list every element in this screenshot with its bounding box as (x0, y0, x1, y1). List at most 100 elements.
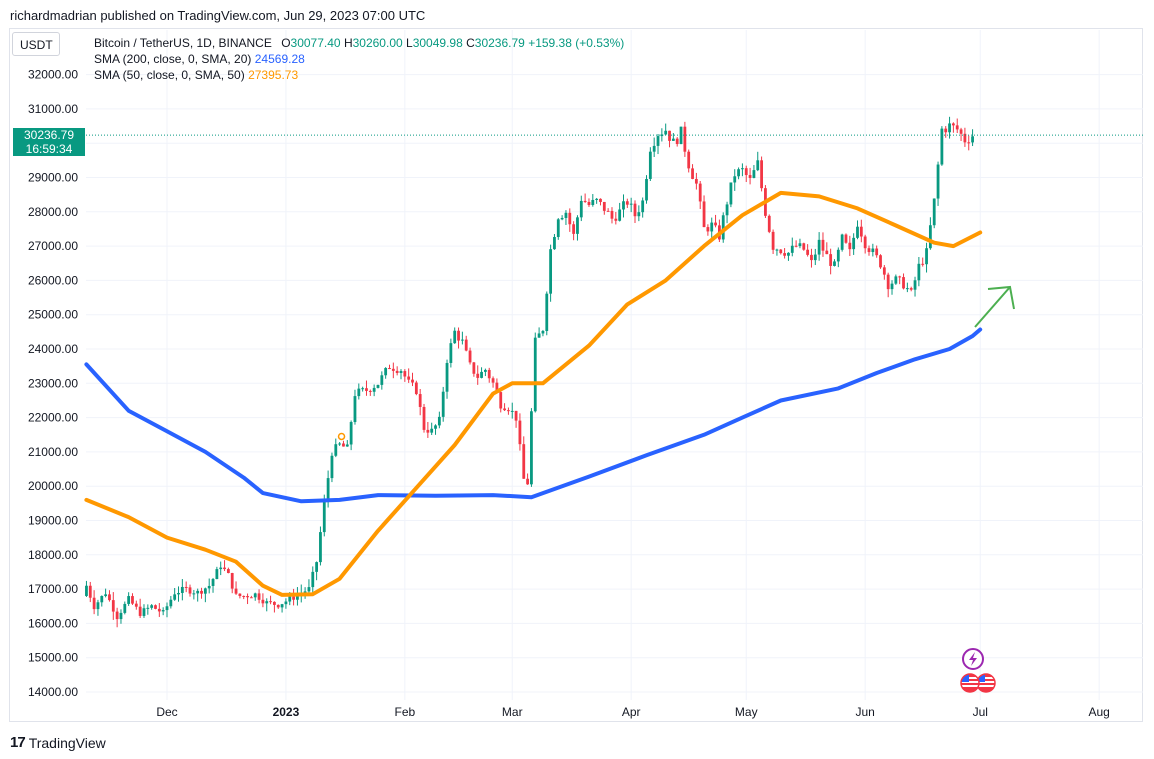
candle-body (518, 420, 522, 445)
sma200-value: 24569.28 (254, 52, 305, 66)
candle-body (395, 370, 399, 373)
candle-body (879, 255, 882, 268)
candle-body (664, 130, 668, 135)
candle-body (380, 375, 384, 385)
candle-body (618, 209, 622, 221)
legend-main-row: Bitcoin / TetherUS, 1D, BINANCE O30077.4… (94, 35, 624, 51)
candle-body (856, 226, 859, 238)
tradingview-logo-icon[interactable]: 17 (10, 734, 26, 751)
y-tick-label: 21000.00 (28, 445, 78, 459)
candle-body (422, 406, 426, 430)
y-tick-label: 18000.00 (28, 548, 78, 562)
candle-body (146, 607, 150, 609)
candle-body (744, 168, 748, 176)
candle-body (165, 606, 169, 611)
x-tick-label: Feb (394, 705, 415, 719)
candle-body (476, 373, 480, 378)
candle-body (714, 222, 717, 226)
sma50-label: SMA (50, close, 0, SMA, 50) (94, 68, 245, 82)
candle-body (871, 248, 875, 253)
candle-body (188, 587, 192, 594)
candle-body (391, 368, 395, 371)
candle-body (507, 410, 510, 412)
candle-body (514, 410, 518, 421)
candle-body (503, 408, 506, 411)
candle-body (169, 599, 173, 607)
candle-body (645, 178, 648, 201)
candle-body (902, 277, 905, 289)
candle-body (284, 601, 288, 605)
publisher-credit: richardmadrian published on TradingView.… (10, 8, 426, 23)
candle-body (223, 567, 226, 570)
candle-body (487, 369, 491, 379)
candle-body (226, 569, 230, 574)
candle-body (537, 333, 541, 338)
candle-body (399, 371, 403, 373)
candle-body (560, 217, 564, 220)
candle-body (407, 376, 411, 380)
y-tick-label: 25000.00 (28, 308, 78, 322)
candle-body (280, 604, 284, 608)
currency-button[interactable]: USDT (12, 32, 60, 56)
brand-name[interactable]: TradingView (28, 734, 106, 751)
candle-body (894, 276, 898, 284)
candle-body (940, 128, 944, 165)
candle-body (606, 210, 610, 212)
legend-sma50-row[interactable]: SMA (50, close, 0, SMA, 50) 27395.73 (94, 67, 624, 83)
candle-body (637, 212, 641, 217)
candle-body (180, 586, 184, 593)
candle-body (127, 596, 131, 604)
candle-body (706, 227, 710, 232)
candle-body (96, 602, 100, 610)
candle-body (787, 252, 790, 256)
candle-body (338, 443, 342, 445)
candle-body (111, 600, 115, 612)
candle-body (625, 201, 629, 205)
candle-body (798, 243, 802, 247)
symbol-label[interactable]: Bitcoin / TetherUS, 1D, BINANCE (94, 36, 272, 50)
candle-body (173, 594, 177, 600)
candle-body (510, 410, 514, 412)
candle-body (794, 245, 798, 247)
candle-body (748, 175, 752, 178)
candle-body (296, 594, 299, 600)
candle-body (200, 590, 203, 594)
candle-body (326, 478, 330, 502)
candle-body (150, 605, 154, 608)
candle-body (119, 612, 123, 620)
candle-body (92, 597, 96, 610)
x-tick-label: 2023 (273, 705, 300, 719)
y-tick-label: 17000.00 (28, 582, 78, 596)
candle-body (322, 501, 326, 533)
candle-body (675, 138, 679, 145)
annotation-arrowhead (987, 285, 1015, 310)
lightning-icon[interactable] (960, 646, 986, 672)
sma200-label: SMA (200, close, 0, SMA, 20) (94, 52, 252, 66)
candle-body (269, 601, 272, 603)
candle-body (890, 283, 894, 290)
candle-body (671, 138, 675, 141)
candle-body (142, 608, 146, 616)
x-tick-label: Jun (855, 705, 874, 719)
y-tick-label: 15000.00 (28, 651, 78, 665)
candle-body (315, 562, 319, 572)
candle-body (203, 588, 207, 594)
us-flag-events-icon[interactable] (958, 671, 1002, 695)
legend-sma200-row[interactable]: SMA (200, close, 0, SMA, 20) 24569.28 (94, 51, 624, 67)
candle-body (441, 391, 445, 417)
annotation-arrow (974, 286, 1011, 328)
candle-body (771, 231, 775, 250)
candle-body (702, 201, 706, 228)
candle-body (85, 585, 88, 596)
candle-body (365, 388, 368, 391)
candle-body (583, 200, 587, 202)
x-tick-label: Aug (1088, 705, 1109, 719)
candle-body (568, 212, 572, 225)
candle-body (453, 330, 457, 344)
candle-body (959, 129, 963, 134)
candle-body (553, 237, 556, 250)
candle-body (403, 371, 407, 377)
candle-body (177, 592, 180, 595)
candle-body (633, 203, 637, 217)
